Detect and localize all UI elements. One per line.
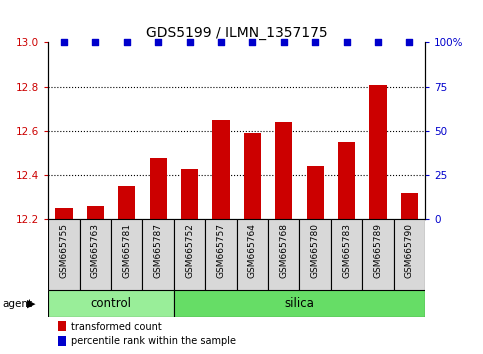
Point xyxy=(280,40,288,45)
Text: GSM665764: GSM665764 xyxy=(248,223,257,278)
FancyBboxPatch shape xyxy=(48,290,174,317)
Bar xyxy=(56,209,72,219)
Bar xyxy=(87,206,104,219)
FancyBboxPatch shape xyxy=(174,290,425,317)
Bar xyxy=(118,186,135,219)
FancyBboxPatch shape xyxy=(111,219,142,290)
Bar xyxy=(338,142,355,219)
Bar xyxy=(275,122,292,219)
Text: agent: agent xyxy=(2,298,32,309)
Bar xyxy=(307,166,324,219)
Text: GSM665768: GSM665768 xyxy=(279,223,288,278)
Text: GSM665757: GSM665757 xyxy=(216,223,226,278)
Text: GSM665787: GSM665787 xyxy=(154,223,163,278)
Text: GSM665789: GSM665789 xyxy=(373,223,383,278)
FancyBboxPatch shape xyxy=(331,219,362,290)
Text: GSM665790: GSM665790 xyxy=(405,223,414,278)
Text: percentile rank within the sample: percentile rank within the sample xyxy=(71,336,237,346)
Point xyxy=(406,40,413,45)
FancyBboxPatch shape xyxy=(80,219,111,290)
Point xyxy=(374,40,382,45)
FancyBboxPatch shape xyxy=(268,219,299,290)
Point xyxy=(155,40,162,45)
Text: GSM665781: GSM665781 xyxy=(122,223,131,278)
Point xyxy=(186,40,194,45)
Point xyxy=(217,40,225,45)
FancyBboxPatch shape xyxy=(48,219,80,290)
Point xyxy=(312,40,319,45)
Point xyxy=(123,40,131,45)
FancyBboxPatch shape xyxy=(237,219,268,290)
FancyBboxPatch shape xyxy=(174,219,205,290)
Bar xyxy=(58,336,67,346)
Bar xyxy=(58,321,67,331)
Text: GSM665783: GSM665783 xyxy=(342,223,351,278)
Bar xyxy=(181,169,198,219)
FancyBboxPatch shape xyxy=(299,219,331,290)
Bar xyxy=(369,85,386,219)
FancyBboxPatch shape xyxy=(394,219,425,290)
FancyBboxPatch shape xyxy=(362,219,394,290)
Bar xyxy=(150,158,167,219)
FancyBboxPatch shape xyxy=(205,219,237,290)
Point xyxy=(343,40,351,45)
FancyBboxPatch shape xyxy=(142,219,174,290)
Text: GSM665752: GSM665752 xyxy=(185,223,194,278)
Point xyxy=(249,40,256,45)
Text: control: control xyxy=(91,297,131,310)
Point xyxy=(60,40,68,45)
Text: GSM665780: GSM665780 xyxy=(311,223,320,278)
Point xyxy=(92,40,99,45)
Bar xyxy=(213,120,229,219)
Text: GSM665763: GSM665763 xyxy=(91,223,100,278)
Text: GSM665755: GSM665755 xyxy=(59,223,69,278)
Title: GDS5199 / ILMN_1357175: GDS5199 / ILMN_1357175 xyxy=(146,26,327,40)
Text: ▶: ▶ xyxy=(27,298,36,309)
Text: silica: silica xyxy=(284,297,314,310)
Text: transformed count: transformed count xyxy=(71,322,162,332)
Bar xyxy=(244,133,261,219)
Bar xyxy=(401,193,418,219)
